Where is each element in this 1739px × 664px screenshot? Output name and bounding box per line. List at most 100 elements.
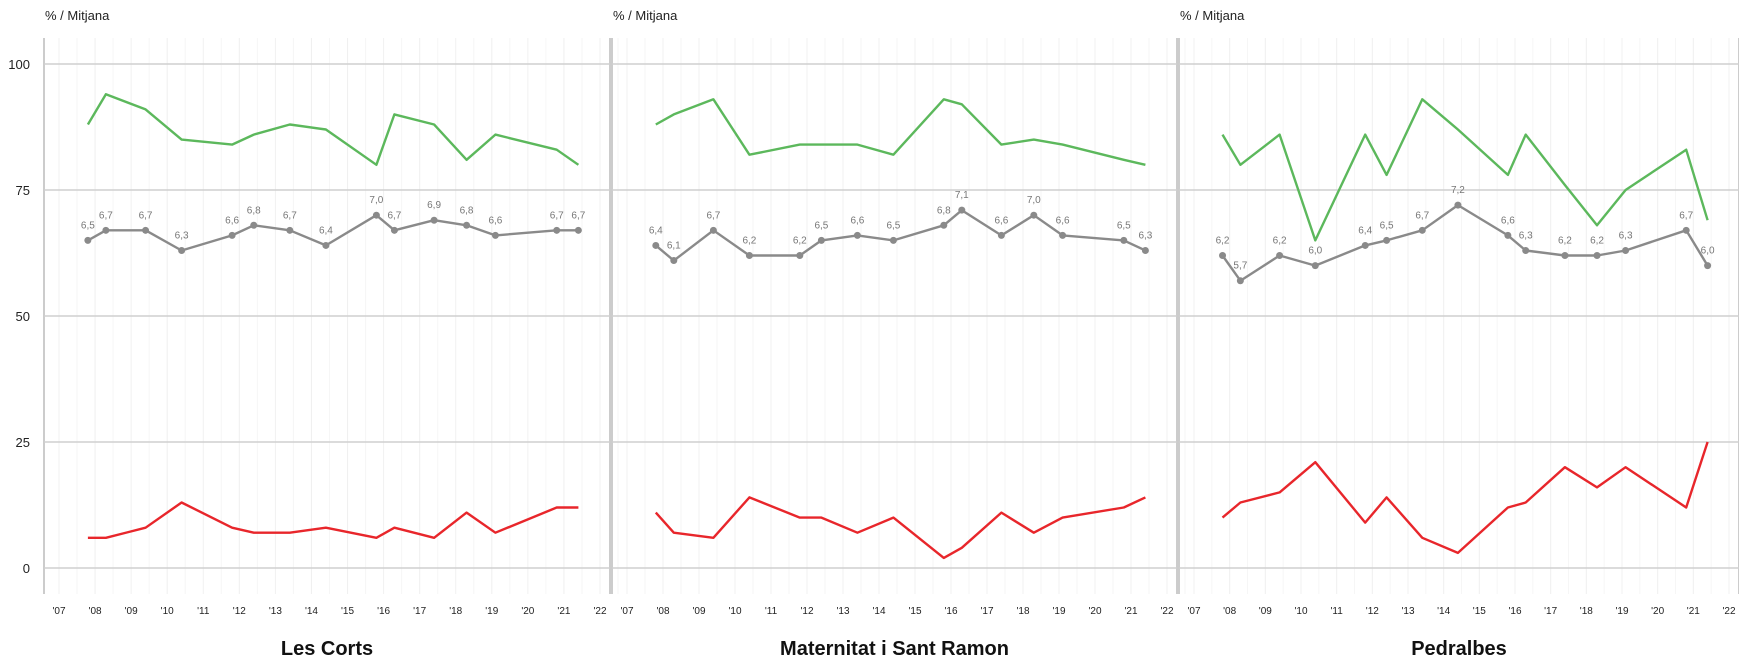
data-label: 6,3 — [1519, 230, 1533, 241]
series-line-mean — [1221, 203, 1709, 282]
data-label: 6,5 — [886, 220, 900, 231]
x-tick-label: '14 — [872, 606, 885, 617]
mean-point — [1219, 252, 1227, 260]
y-tick-label: 25 — [16, 435, 30, 450]
data-label: 5,7 — [1233, 261, 1247, 272]
data-label: 6,9 — [427, 200, 441, 211]
mean-point — [491, 231, 499, 239]
data-label: 7,1 — [955, 190, 969, 201]
x-tick-label: '08 — [89, 606, 102, 617]
x-tick-label: '13 — [836, 606, 849, 617]
mean-point — [574, 226, 582, 234]
x-tick-label: '16 — [1508, 606, 1521, 617]
panel-title: Maternitat i Sant Ramon — [780, 638, 1009, 660]
x-tick-label: '18 — [449, 606, 462, 617]
x-tick-label: '11 — [765, 606, 778, 617]
x-tick-label: '19 — [1615, 606, 1628, 617]
series-line-upper — [655, 98, 1146, 166]
data-label: 6,2 — [1216, 236, 1230, 247]
data-label: 6,2 — [1558, 236, 1572, 247]
mean-point — [286, 226, 294, 234]
panel-2: % / Mitjana '07 '08 '09 '10 '11 '12 '13 '14 '15 '1… — [611, 8, 1186, 660]
x-tick-label: '18 — [1580, 606, 1593, 617]
data-label: 6,7 — [706, 210, 720, 221]
mean-point — [1593, 252, 1601, 260]
data-label: 6,7 — [387, 210, 401, 221]
panel-title: Pedralbes — [1411, 638, 1507, 660]
x-tick-label: '15 — [1473, 606, 1486, 617]
mean-point — [250, 221, 258, 229]
series-line-upper — [1221, 98, 1709, 242]
x-tick-label: '13 — [269, 606, 282, 617]
series-line-mean — [87, 213, 579, 252]
data-label: 6,6 — [1056, 215, 1070, 226]
mean-point — [322, 241, 330, 249]
data-label: 6,5 — [1117, 220, 1131, 231]
data-label: 6,0 — [1701, 246, 1715, 257]
x-tick-label: '09 — [692, 606, 705, 617]
mean-point — [142, 226, 150, 234]
x-tick-label: '21 — [1687, 606, 1700, 617]
data-label: 7,0 — [369, 195, 383, 206]
unit-label: % / Mitjana — [613, 8, 678, 23]
mean-point — [1236, 277, 1244, 285]
panel-3: % / Mitjana '07 '08 '09 '10 '11 '12 '13 '14 '15 '1… — [1178, 8, 1739, 660]
mean-point — [1504, 231, 1512, 239]
mean-point — [463, 221, 471, 229]
mean-point — [84, 236, 92, 244]
mean-point — [178, 246, 186, 254]
series-line-lower — [87, 501, 579, 539]
mean-point — [553, 226, 561, 234]
x-tick-label: '08 — [1223, 606, 1236, 617]
mean-point — [745, 252, 753, 260]
x-tick-label: '17 — [980, 606, 993, 617]
data-label: 6,5 — [814, 220, 828, 231]
data-label: 6,1 — [667, 241, 681, 252]
data-label: 6,6 — [994, 215, 1008, 226]
data-label: 6,6 — [488, 215, 502, 226]
data-label: 6,7 — [550, 210, 564, 221]
data-label: 6,7 — [139, 210, 153, 221]
unit-label: % / Mitjana — [45, 8, 110, 23]
data-label: 6,4 — [319, 225, 333, 236]
mean-point — [1030, 211, 1038, 219]
x-tick-label: '11 — [197, 606, 210, 617]
x-tick-label: '10 — [1294, 606, 1307, 617]
x-tick-label: '19 — [485, 606, 498, 617]
x-tick-label: '17 — [413, 606, 426, 617]
mean-point — [889, 236, 897, 244]
data-label: 6,6 — [850, 215, 864, 226]
mean-point — [390, 226, 398, 234]
x-tick-label: '09 — [1259, 606, 1272, 617]
mean-point — [997, 231, 1005, 239]
x-tick-label: '20 — [1651, 606, 1664, 617]
x-tick-label: '14 — [1437, 606, 1450, 617]
x-tick-label: '10 — [728, 606, 741, 617]
x-tick-label: '12 — [233, 606, 246, 617]
x-tick-label: '12 — [1366, 606, 1379, 617]
series-line-mean — [655, 208, 1146, 262]
mean-point — [1361, 241, 1369, 249]
x-tick-label: '22 — [593, 606, 606, 617]
x-tick-label: '08 — [656, 606, 669, 617]
x-tick-label: '19 — [1052, 606, 1065, 617]
mean-point — [853, 231, 861, 239]
x-tick-label: '20 — [521, 606, 534, 617]
data-label: 6,2 — [1273, 236, 1287, 247]
x-tick-label: '10 — [161, 606, 174, 617]
data-label: 6,2 — [793, 236, 807, 247]
x-tick-label: '07 — [620, 606, 633, 617]
x-tick-label: '09 — [125, 606, 138, 617]
x-tick-label: '11 — [1331, 606, 1344, 617]
mean-point — [102, 226, 110, 234]
panel-1: % / Mitjana 0 25 50 75 100 '07 '08 '09 '10 '11 '12 '… — [8, 8, 619, 660]
data-label: 6,7 — [1679, 210, 1693, 221]
y-tick-label: 0 — [23, 561, 30, 576]
mean-point — [430, 216, 438, 224]
data-label: 6,7 — [571, 210, 585, 221]
data-label: 6,8 — [937, 205, 951, 216]
x-tick-label: '22 — [1160, 606, 1173, 617]
mean-point — [958, 206, 966, 214]
x-tick-label: '07 — [52, 606, 65, 617]
